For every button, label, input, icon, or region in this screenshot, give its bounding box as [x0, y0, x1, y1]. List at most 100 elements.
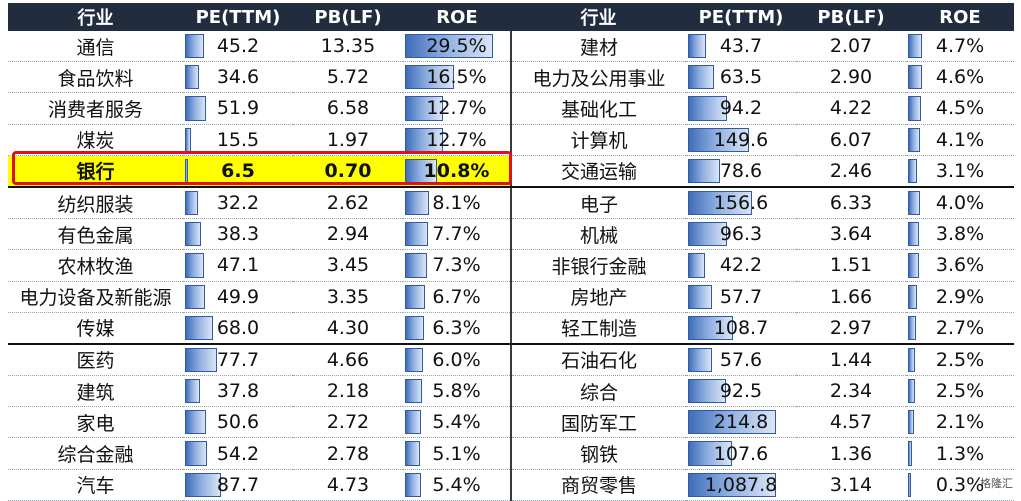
roe-cell-text: 5.1%: [432, 442, 481, 465]
pb-cell: 2.34: [796, 375, 906, 408]
pe-cell-text: 43.7: [719, 35, 763, 58]
roe-cell-text: 16.5%: [426, 66, 487, 89]
pe-bar: [688, 379, 726, 404]
industry-name-cell-text: 农林牧渔: [57, 255, 134, 278]
industry-name-cell-text: 食品饮料: [57, 67, 134, 90]
roe-cell-text: 3.6%: [935, 254, 985, 277]
roe-cell-text: 12.7%: [426, 97, 487, 120]
roe-cell-text: 0.3%: [935, 473, 985, 496]
pe-cell-text: 156.6: [713, 192, 769, 215]
industry-name-cell-text: 商贸零售: [560, 475, 637, 498]
industry-name-cell-text: 汽车: [76, 475, 115, 498]
industry-name-cell: 汽车: [8, 469, 183, 501]
table-row: 电力设备及新能源 49.9 3.35 6.7% 房地产 57.7 1.66 2.9%: [8, 281, 1014, 313]
industry-name-cell-text: 非银行金融: [551, 255, 647, 278]
pb-cell-text: 4.22: [829, 97, 873, 120]
pe-cell-text: 68.0: [216, 316, 260, 339]
pe-cell-text: 32.2: [216, 192, 260, 215]
header-roe-right: ROE: [906, 3, 1014, 31]
roe-cell: 3.6%: [906, 249, 1014, 282]
roe-bar: [908, 284, 917, 309]
roe-cell-text: 2.1%: [935, 411, 985, 434]
roe-cell: 3.8%: [906, 218, 1014, 251]
pb-cell: 2.46: [796, 155, 906, 188]
pe-bar: [688, 158, 721, 183]
pe-bar: [688, 284, 712, 309]
roe-bar: [908, 379, 916, 404]
pb-cell: 3.14: [796, 469, 906, 501]
pe-cell: 78.6: [686, 155, 796, 188]
pe-cell-text: 108.7: [713, 316, 769, 339]
roe-cell-text: 29.5%: [426, 35, 487, 58]
roe-cell: 5.1%: [403, 437, 512, 470]
pe-cell: 77.7: [183, 343, 293, 377]
pe-cell-text: 49.9: [216, 285, 260, 308]
header-pe-left: PE(TTM): [183, 3, 293, 31]
industry-name-cell-text: 建材: [579, 36, 618, 59]
roe-cell-text: 5.4%: [432, 473, 481, 496]
roe-cell: 8.1%: [403, 186, 512, 220]
roe-bar: [908, 253, 919, 278]
pe-cell-text: 96.3: [719, 223, 763, 246]
pb-cell-text: 5.72: [326, 66, 370, 89]
industry-name-cell-text: 纺织服装: [57, 193, 134, 216]
roe-cell-text: 5.8%: [432, 380, 481, 403]
roe-cell-text: 1.3%: [935, 442, 985, 465]
industry-name-cell-text: 电力及公用事业: [532, 67, 666, 90]
industry-name-cell-text: 石油石化: [560, 350, 637, 373]
pb-cell-text: 1.36: [829, 442, 873, 465]
table-row: 汽车 87.7 4.73 5.4% 商贸零售 1,087.8 3.14 0.3%: [8, 469, 1014, 501]
pb-cell: 3.64: [796, 218, 906, 251]
industry-name-cell-text: 消费者服务: [47, 98, 143, 121]
table-row: 通信 45.2 13.35 29.5% 建材 43.7 2.07 4.7%: [8, 31, 1014, 63]
roe-cell-text: 6.3%: [432, 316, 481, 339]
industry-name-cell: 轻工制造: [511, 312, 686, 345]
pe-cell-text: 6.5: [221, 159, 255, 182]
roe-cell-text: 7.7%: [432, 223, 481, 246]
pe-bar: [185, 34, 204, 59]
pb-cell: 2.62: [293, 186, 403, 220]
roe-cell: 2.5%: [906, 343, 1014, 377]
header-industry-right: 行业: [511, 3, 686, 31]
roe-bar: [405, 347, 423, 373]
roe-bar: [908, 65, 922, 90]
highlight-box-bank: [12, 151, 512, 185]
pb-cell-text: 0.70: [324, 159, 372, 182]
pb-cell-text: 4.57: [829, 411, 873, 434]
pb-cell-text: 3.14: [829, 473, 873, 496]
roe-cell: 3.1%: [906, 155, 1014, 188]
roe-cell: 5.4%: [403, 469, 512, 501]
roe-cell-text: 3.8%: [935, 223, 985, 246]
pe-bar: [688, 127, 750, 152]
industry-name-cell-text: 传媒: [76, 318, 115, 341]
pb-cell-text: 2.94: [326, 223, 370, 246]
industry-name-cell: 通信: [8, 31, 183, 63]
industry-name-cell: 钢铁: [511, 437, 686, 470]
roe-bar: [908, 158, 918, 183]
industry-name-cell-text: 综合金融: [57, 444, 134, 467]
pe-cell-text: 214.8: [713, 411, 769, 434]
table-row: 农林牧渔 47.1 3.45 7.3% 非银行金融 42.2 1.51 3.6%: [8, 249, 1014, 282]
pb-cell-text: 4.30: [326, 316, 370, 339]
roe-cell: 12.7%: [403, 92, 512, 125]
pb-cell-text: 2.34: [829, 380, 873, 403]
pb-cell: 4.57: [796, 406, 906, 439]
roe-cell: 16.5%: [403, 61, 512, 94]
pe-cell: 94.2: [686, 92, 796, 125]
industry-name-cell-text: 房地产: [570, 287, 628, 310]
roe-cell: 7.7%: [403, 218, 512, 251]
industry-name-cell: 计算机: [511, 124, 686, 156]
roe-cell: 6.3%: [403, 312, 512, 345]
roe-bar: [908, 190, 920, 216]
roe-cell-text: 4.7%: [935, 35, 985, 58]
pb-cell-text: 1.51: [829, 254, 873, 277]
pe-bar: [185, 410, 206, 435]
pb-cell-text: 1.66: [829, 285, 873, 308]
roe-cell: 12.7%: [403, 124, 512, 156]
pb-cell-text: 2.18: [326, 380, 370, 403]
industry-name-cell: 家电: [8, 406, 183, 439]
header-pe-right: PE(TTM): [686, 3, 796, 31]
roe-cell-text: 5.4%: [432, 411, 481, 434]
table-row: 传媒 68.0 4.30 6.3% 轻工制造 108.7 2.97 2.7%: [8, 312, 1014, 345]
pb-cell: 2.07: [796, 31, 906, 63]
